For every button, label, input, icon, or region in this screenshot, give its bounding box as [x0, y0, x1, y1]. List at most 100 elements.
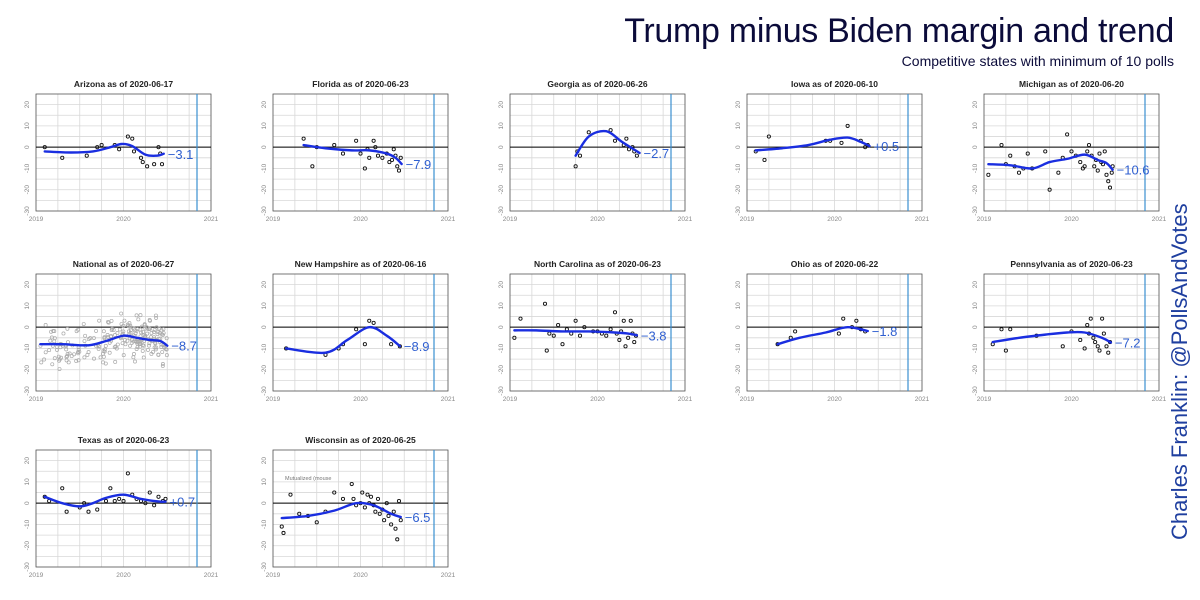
y-tick-label: -10 [24, 519, 31, 529]
x-tick-label: 2019 [503, 216, 518, 223]
poll-point [135, 345, 140, 349]
poll-point [1107, 185, 1113, 190]
trend-line [39, 334, 169, 347]
x-tick-label: 2019 [29, 216, 44, 223]
poll-point [57, 367, 62, 371]
poll-point [617, 337, 622, 342]
poll-point [551, 333, 556, 338]
x-tick-label: 2021 [441, 572, 456, 579]
y-tick-label: -20 [24, 541, 31, 551]
poll-point [131, 149, 137, 154]
poll-point [156, 145, 161, 150]
poll-point [626, 335, 631, 340]
poll-point [340, 496, 346, 501]
poll-point [368, 494, 374, 499]
y-tick-label: -30 [735, 386, 742, 396]
poll-point [377, 511, 382, 516]
y-tick-label: 10 [24, 302, 31, 310]
y-tick-label: -30 [498, 206, 505, 216]
poll-point [1082, 346, 1087, 351]
poll-point [1106, 179, 1111, 184]
y-tick-label: -20 [498, 365, 505, 375]
poll-point [351, 496, 356, 501]
poll-point [115, 342, 120, 347]
poll-point [398, 155, 403, 160]
x-tick-label: 2019 [977, 216, 992, 223]
poll-point [150, 350, 155, 355]
poll-point [76, 327, 81, 332]
poll-point [1095, 168, 1100, 173]
plot-frame [35, 93, 212, 212]
trend-line [302, 143, 403, 166]
poll-point [95, 507, 100, 512]
poll-point [362, 342, 367, 347]
poll-point [279, 524, 284, 529]
y-tick-label: -20 [735, 365, 742, 375]
panel-4: Iowa as of 2020-06-10 -30 -20 -10 0 10 20 2019 2… [735, 79, 930, 223]
panel-11: Texas as of 2020-06-23 -30 -20 -10 0 10 20 2019… [24, 435, 219, 579]
y-tick-label: 10 [261, 122, 268, 130]
poll-point [60, 155, 65, 160]
trend-line [43, 493, 167, 508]
poll-point [52, 339, 57, 344]
poll-point [163, 346, 168, 351]
x-tick-label: 2019 [29, 396, 44, 403]
poll-point [146, 347, 150, 352]
poll-point [140, 348, 145, 353]
poll-point [101, 360, 105, 365]
x-tick-label: 2021 [678, 216, 693, 223]
poll-point [389, 522, 394, 527]
poll-point [117, 147, 122, 152]
poll-point [624, 136, 629, 141]
poll-point [133, 339, 138, 344]
panel-title: Florida as of 2020-06-23 [312, 79, 409, 89]
main-title: Trump minus Biden margin and trend [624, 12, 1174, 50]
poll-point [113, 359, 118, 364]
panel-title: Texas as of 2020-06-23 [78, 435, 170, 445]
y-tick-label: -20 [24, 365, 31, 375]
poll-point [1097, 151, 1102, 156]
poll-point [138, 342, 143, 346]
poll-point [152, 328, 157, 332]
poll-point [398, 518, 403, 523]
panel-12: Wisconsin as of 2020-06-25 -30 -20 -10 0 10 20… [261, 435, 456, 579]
y-tick-label: 10 [972, 302, 979, 310]
x-tick-label: 2020 [1064, 396, 1079, 403]
poll-point [573, 164, 578, 169]
poll-point [106, 320, 111, 325]
poll-point [1104, 344, 1109, 349]
trend-line [776, 325, 869, 346]
poll-point [112, 333, 117, 337]
poll-point [141, 355, 146, 360]
y-tick-label: -10 [735, 343, 742, 353]
last-value-label: −8.9 [404, 339, 430, 354]
poll-point [147, 490, 152, 495]
poll-point [74, 359, 79, 363]
poll-point [367, 318, 372, 323]
poll-point [154, 315, 159, 320]
poll-point [47, 348, 52, 353]
poll-point [122, 338, 127, 342]
poll-point [95, 145, 100, 150]
panel-3: Georgia as of 2020-06-26-30-20-100102020… [498, 79, 693, 223]
poll-point [57, 357, 62, 362]
poll-point [375, 153, 381, 158]
x-tick-label: 2021 [915, 396, 930, 403]
poll-point [147, 341, 152, 346]
y-tick-label: -10 [261, 519, 268, 529]
y-tick-label: 0 [24, 501, 31, 505]
x-tick-label: 2019 [503, 396, 518, 403]
poll-point [65, 352, 70, 356]
x-tick-label: 2021 [204, 216, 219, 223]
poll-point [105, 333, 110, 337]
poll-point [125, 338, 130, 343]
y-tick-label: 10 [24, 478, 31, 486]
poll-point [64, 509, 69, 514]
poll-point [76, 347, 81, 352]
y-tick-label: 20 [24, 281, 31, 289]
poll-point [382, 518, 387, 523]
x-tick-label: 2020 [353, 216, 368, 223]
last-value-label: +0.5 [874, 139, 900, 154]
poll-point [762, 157, 767, 162]
poll-point [125, 134, 130, 139]
